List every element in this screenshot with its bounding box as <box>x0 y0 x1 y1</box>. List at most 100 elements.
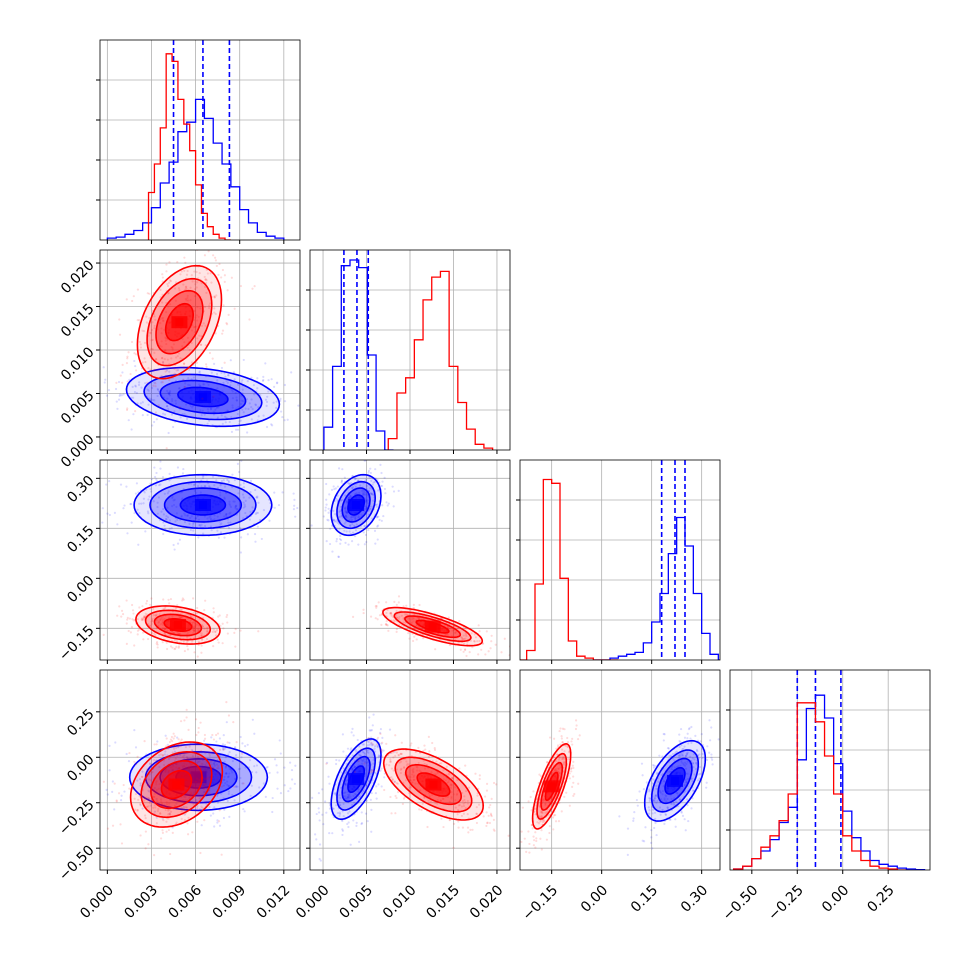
y-tick-label: 0.00 <box>64 752 97 785</box>
scatter-point <box>216 387 219 390</box>
scatter-point <box>208 752 211 755</box>
scatter-point <box>571 743 574 746</box>
scatter-point <box>339 509 342 513</box>
scatter-point <box>231 793 234 797</box>
scatter-point <box>279 397 282 400</box>
scatter-point <box>161 627 165 630</box>
scatter-point <box>279 752 282 755</box>
scatter-point <box>231 473 234 476</box>
scatter-point <box>182 640 185 643</box>
scatter-point <box>196 806 199 810</box>
scatter-point <box>648 809 651 812</box>
scatter-point <box>385 742 388 745</box>
scatter-point <box>101 521 104 524</box>
scatter-point <box>153 351 156 354</box>
scatter-point <box>520 840 523 844</box>
panel-frame <box>99 39 301 241</box>
scatter-point <box>362 759 365 762</box>
scatter-point <box>190 749 194 752</box>
scatter-point <box>378 518 381 521</box>
scatter-point <box>661 793 664 796</box>
scatter-point <box>705 781 708 784</box>
scatter-point <box>367 471 370 474</box>
panel-frame <box>99 669 301 871</box>
scatter-point <box>379 750 382 753</box>
panel-2-1 <box>310 460 510 660</box>
scatter-point <box>354 517 357 520</box>
scatter-point <box>198 778 201 782</box>
scatter-point <box>161 622 164 625</box>
scatter-point <box>398 761 401 764</box>
scatter-point <box>666 806 669 809</box>
scatter-point <box>562 758 565 761</box>
scatter-point <box>385 622 388 626</box>
scatter-point <box>337 555 340 558</box>
scatter-point <box>210 763 213 766</box>
scatter-point <box>675 792 678 795</box>
scatter-point <box>428 794 431 798</box>
scatter-point <box>344 783 348 786</box>
scatter-point <box>463 642 466 645</box>
scatter-point <box>208 485 211 488</box>
scatter-point <box>168 378 171 382</box>
y-tick-label: −0.15 <box>56 623 98 665</box>
scatter-point <box>534 831 537 834</box>
scatter-point <box>222 748 225 751</box>
scatter-point <box>167 407 170 411</box>
scatter-point <box>212 611 215 614</box>
scatter-point <box>232 231 234 233</box>
scatter-point <box>111 780 114 783</box>
scatter-point <box>160 345 163 348</box>
scatter-point <box>412 774 416 777</box>
scatter-point <box>478 630 481 633</box>
scatter-point <box>242 506 245 509</box>
scatter-point <box>392 505 395 508</box>
scatter-point <box>384 492 387 495</box>
scatter-point <box>196 755 200 758</box>
scatter-point <box>532 835 535 838</box>
scatter-point <box>573 792 576 796</box>
scatter-point <box>344 520 348 523</box>
scatter-point <box>381 755 384 758</box>
scatter-point <box>224 772 228 775</box>
scatter-point <box>362 492 365 496</box>
scatter-point <box>198 271 201 275</box>
scatter-point <box>362 491 365 494</box>
scatter-point <box>399 752 402 755</box>
scatter-point <box>267 390 270 393</box>
scatter-point <box>370 770 373 774</box>
scatter-point <box>370 479 373 482</box>
scatter-point <box>204 344 207 347</box>
scatter-point <box>222 816 226 820</box>
scatter-point <box>192 376 195 379</box>
scatter-point <box>248 496 251 499</box>
scatter-point <box>141 775 144 778</box>
scatter-point <box>171 646 174 649</box>
scatter-point <box>199 766 203 769</box>
scatter-point <box>682 762 685 765</box>
scatter-point <box>164 750 167 753</box>
scatter-point <box>179 744 183 748</box>
scatter-point <box>130 428 133 431</box>
scatter-point <box>223 372 226 375</box>
scatter-point <box>242 496 245 499</box>
scatter-point <box>242 486 246 489</box>
scatter-point <box>158 484 161 487</box>
scatter-point <box>375 516 379 519</box>
scatter-point <box>345 511 348 514</box>
scatter-point <box>168 392 171 395</box>
scatter-point <box>249 491 252 494</box>
scatter-point <box>344 783 347 786</box>
scatter-point <box>159 618 162 621</box>
scatter-point <box>291 778 294 781</box>
scatter-point <box>348 793 351 797</box>
scatter-point <box>228 784 231 788</box>
scatter-point <box>262 378 265 382</box>
scatter-point <box>689 737 692 740</box>
scatter-point <box>226 741 229 744</box>
peak-bin <box>671 776 679 785</box>
scatter-point <box>359 758 363 761</box>
scatter-point <box>322 515 325 518</box>
scatter-point <box>166 405 169 408</box>
scatter-point <box>464 764 467 767</box>
